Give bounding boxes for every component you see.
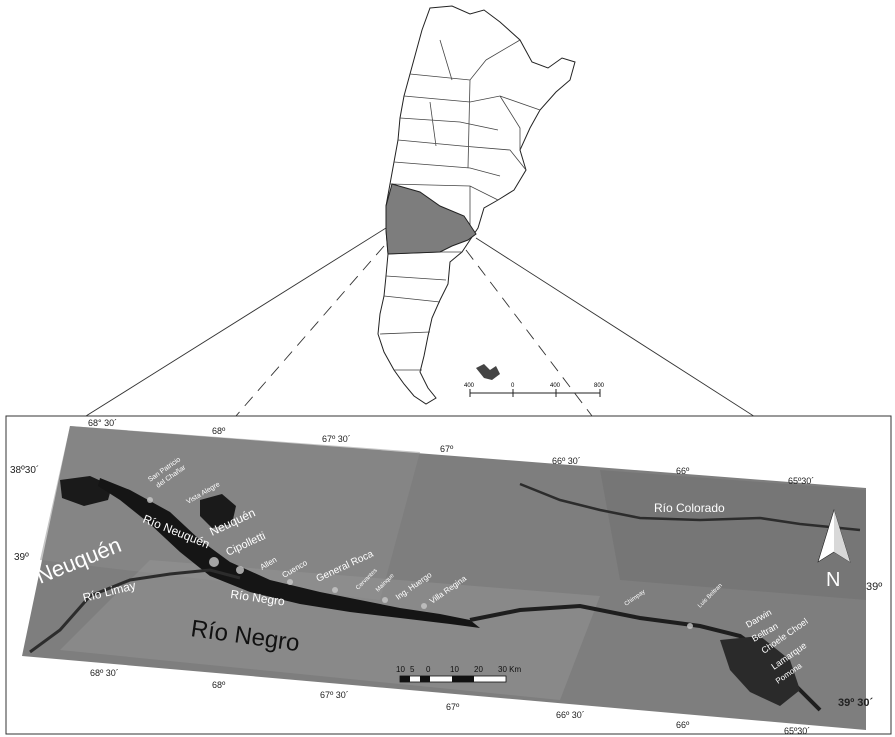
river-limay-line <box>29 568 241 654</box>
scale-label: 10 <box>396 665 405 674</box>
river-label-colorado: Río Colorado <box>654 501 725 515</box>
tick-label: 38º30´ <box>10 464 39 476</box>
tick-label: 39º 30´ <box>838 697 874 709</box>
tick-label: 66º 30´ <box>556 710 585 720</box>
scale-label: 20 <box>474 665 483 674</box>
tick-label: 65º30´ <box>788 476 814 486</box>
argentina-inset-map: 400 0 400 800 <box>377 5 605 405</box>
inset-scale-label: 0 <box>511 383 515 389</box>
river-valley-dark <box>98 478 480 628</box>
tick-label: 68° 30´ <box>88 418 117 428</box>
scale-label: 0 <box>426 665 431 674</box>
tick-label: 67º 30´ <box>322 434 351 444</box>
tick-label: 39º <box>866 581 882 593</box>
tick-label: 67º 30´ <box>320 690 349 700</box>
inset-scale-label: 400 <box>464 383 475 389</box>
main-scale-bar: 10 5 0 10 20 30 Km <box>396 665 521 683</box>
right-latitude-ticks: 39º 39º 30´ <box>838 581 882 709</box>
tick-label: 68º <box>212 426 226 436</box>
scale-label: 10 <box>450 665 459 674</box>
choele-choel-island <box>720 636 800 706</box>
north-label: N <box>826 569 840 591</box>
inset-scale-label: 800 <box>594 383 605 389</box>
north-arrow: N <box>817 508 851 591</box>
inset-scale-label: 400 <box>550 383 561 389</box>
argentina-outline <box>377 5 576 405</box>
river-colorado-line <box>519 482 861 532</box>
tick-label: 68º 30´ <box>90 668 119 678</box>
tick-label: 67º <box>446 702 460 712</box>
satellite-image <box>22 426 866 730</box>
scale-label: 30 Km <box>498 665 521 674</box>
tick-label: 66º 30´ <box>552 456 581 466</box>
tick-label: 68º <box>212 680 226 690</box>
tick-label: 66º <box>676 466 690 476</box>
highlighted-region <box>385 183 477 255</box>
tick-label: 66º <box>676 720 690 730</box>
scale-label: 5 <box>410 665 415 674</box>
top-longitude-ticks: 68° 30´ 68º 67º 30´ 67º 66º 30´ 66º 65º3… <box>88 418 814 486</box>
lake-pellegrini <box>200 494 236 528</box>
left-latitude-ticks: 38º30´ 39º <box>10 464 39 563</box>
malvinas-islands <box>476 364 500 380</box>
tick-label: 39º <box>14 552 29 563</box>
tick-label: 65º30´ <box>784 726 810 736</box>
bottom-longitude-ticks: 68º 30´ 68º 67º 30´ 67º 66º 30´ 66º 65º3… <box>90 668 810 736</box>
tick-label: 67º <box>440 444 454 454</box>
inset-scale-bar: 400 0 400 800 <box>464 383 605 397</box>
